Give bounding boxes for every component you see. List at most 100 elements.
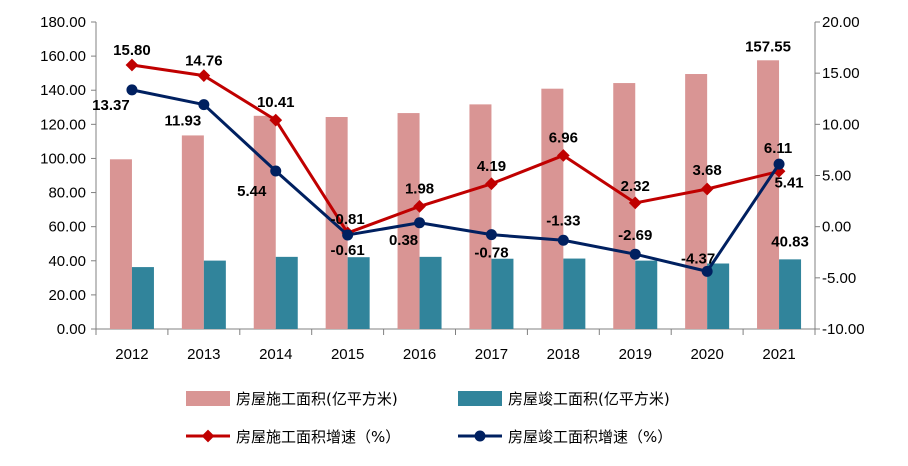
x-tick-label: 2012: [115, 346, 148, 363]
bars: [109, 60, 802, 330]
bar-completion: [563, 258, 586, 329]
bar-completion: [419, 256, 442, 329]
data-labels: 15.80 14.76 10.41 -0.61 1.98 4.19 6.96 2.32 3.68…: [92, 38, 809, 267]
x-tick-label: 2018: [547, 346, 580, 363]
marker-completion-growth: [270, 165, 282, 177]
bar-construction: [181, 135, 204, 329]
legend-marker-completion-growth: [474, 430, 486, 442]
legend-label-completion-growth: 房屋竣工面积增速（%）: [508, 428, 672, 446]
x-tick-label: 2014: [259, 346, 292, 363]
data-label: 11.93: [164, 113, 201, 130]
left-tick-label: 100.00: [40, 150, 86, 167]
data-label: 40.83: [771, 233, 809, 250]
marker-completion-growth: [629, 248, 641, 260]
data-label: 6.96: [549, 129, 578, 146]
legend-label-construction-area: 房屋施工面积(亿平方米): [236, 390, 398, 408]
x-tick-label: 2016: [403, 346, 436, 363]
bar-construction: [397, 113, 420, 330]
left-tick-label: 20.00: [48, 287, 86, 304]
marker-completion-growth: [198, 99, 210, 111]
right-tick-label: -5.00: [822, 270, 856, 287]
data-label: -0.61: [331, 242, 365, 259]
marker-construction-growth: [269, 113, 283, 127]
legend-marker-construction-growth: [201, 429, 215, 443]
data-label: 1.98: [405, 180, 434, 197]
data-label: 6.11: [764, 140, 792, 157]
data-label: 5.44: [237, 183, 267, 200]
left-tick-label: 160.00: [40, 48, 86, 65]
x-tick-label: 2019: [619, 346, 652, 363]
data-label: 10.41: [257, 94, 295, 111]
marker-construction-growth: [485, 177, 498, 191]
bar-completion: [275, 256, 298, 329]
bar-completion: [491, 258, 514, 329]
legend-label-completion-area: 房屋竣工面积(亿平方米): [508, 390, 670, 408]
marker-completion-growth: [414, 217, 426, 229]
data-label: 13.37: [92, 97, 130, 114]
marker-completion-growth: [557, 234, 569, 246]
x-tick-label: 2017: [475, 346, 508, 363]
right-tick-label: 15.00: [822, 65, 860, 82]
data-label: -0.78: [474, 245, 508, 262]
legend-label-construction-growth: 房屋施工面积增速（%）: [236, 428, 400, 446]
bar-construction: [469, 104, 492, 330]
lines: [125, 58, 786, 277]
data-label: -0.81: [331, 211, 365, 228]
data-label: 15.80: [113, 42, 151, 59]
bar-completion: [203, 260, 226, 329]
legend-swatch-construction-area: [186, 391, 230, 406]
bar-completion: [635, 260, 658, 329]
left-tick-label: 140.00: [40, 82, 86, 99]
line-completion-growth: [131, 88, 781, 273]
x-axis-ticks: 2012 2013 2014 2015 2016 2017 2018 2019 2020 2021: [95, 329, 816, 363]
left-tick-label: 0.00: [57, 321, 86, 338]
legend-swatch-completion-area: [458, 391, 502, 406]
right-axis-ticks: -10.00 -5.00 0.00 5.00 10.00 15.00 20.00: [815, 14, 865, 338]
left-axis-ticks: 0.00 20.00 40.00 60.00 80.00 100.00 120.00 140.…: [40, 14, 96, 338]
right-tick-label: 5.00: [822, 168, 851, 185]
data-label: 0.38: [389, 232, 418, 249]
left-tick-label: 180.00: [40, 14, 86, 31]
x-tick-label: 2021: [762, 346, 795, 363]
marker-construction-growth: [413, 200, 426, 213]
left-tick-label: 60.00: [48, 219, 86, 236]
bar-construction: [109, 159, 132, 329]
bar-construction: [253, 115, 276, 329]
marker-completion-growth: [485, 229, 497, 241]
bar-completion: [131, 267, 154, 329]
marker-completion-growth: [773, 158, 785, 170]
data-label: 157.55: [745, 38, 791, 55]
x-tick-label: 2015: [331, 346, 364, 363]
marker-completion-growth: [342, 229, 354, 241]
bar-completion: [707, 263, 730, 329]
left-tick-label: 40.00: [48, 253, 86, 270]
marker-completion-growth: [126, 84, 138, 96]
data-label: -1.33: [546, 212, 580, 229]
left-tick-label: 80.00: [48, 185, 86, 202]
data-label: 5.41: [774, 174, 803, 191]
bar-construction: [325, 116, 348, 329]
right-tick-label: -10.00: [822, 321, 865, 338]
marker-construction-growth: [197, 69, 211, 82]
marker-construction-growth: [125, 58, 139, 72]
bar-completion: [347, 257, 370, 329]
right-tick-label: 10.00: [822, 116, 860, 133]
bar-construction: [685, 74, 708, 330]
right-tick-label: 0.00: [822, 219, 851, 236]
bar-construction: [613, 83, 636, 329]
bar-construction: [757, 60, 780, 329]
data-label: -4.37: [681, 250, 715, 267]
data-label: 2.32: [621, 178, 650, 195]
line-construction-growth: [131, 63, 780, 235]
bar-completion: [779, 259, 802, 329]
x-tick-label: 2013: [187, 346, 220, 363]
data-label: 14.76: [185, 53, 223, 70]
right-tick-label: 20.00: [822, 14, 860, 31]
bar-construction: [541, 88, 564, 329]
marker-completion-growth: [701, 265, 713, 277]
legend: 房屋施工面积(亿平方米) 房屋竣工面积(亿平方米) 房屋施工面积增速（%） 房屋…: [186, 390, 672, 446]
left-tick-label: 120.00: [40, 116, 86, 133]
data-label: 3.68: [693, 162, 722, 179]
data-label: -2.69: [618, 227, 652, 244]
